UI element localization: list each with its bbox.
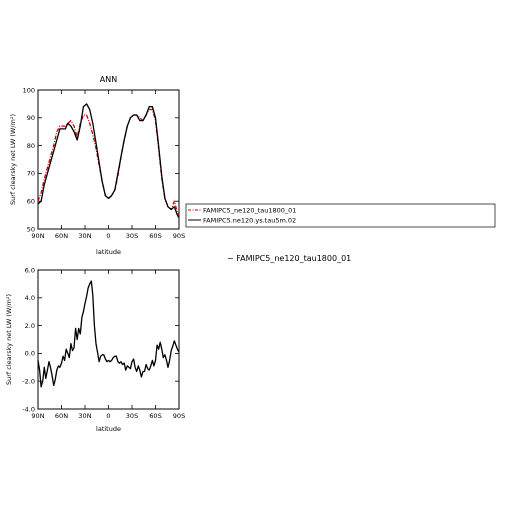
x-tick-label: 60S <box>149 412 161 420</box>
y-tick-label: 70 <box>27 170 35 178</box>
legend: FAMIPC5_ne120_tau1800_01 FAMIPC5.ne120.y… <box>185 203 496 228</box>
x-tick-label: 30S <box>126 232 138 240</box>
x-tick-label: 90N <box>31 412 44 420</box>
x-tick-label: 60N <box>55 232 68 240</box>
top-y-ticks: 50 60 70 80 90 100 <box>23 86 179 233</box>
series-line-1 <box>37 108 180 216</box>
chart-title: ANN <box>100 75 117 84</box>
y-tick-label: -2.0 <box>22 378 35 386</box>
x-tick-label: 30S <box>126 412 138 420</box>
y-tick-label: 0.0 <box>25 350 35 358</box>
x-tick-label: 30N <box>78 232 91 240</box>
top-plot-frame <box>37 89 180 230</box>
y-tick-label: 100 <box>23 86 35 94</box>
legend-entry-1: FAMIPC5_ne120_tau1800_01 <box>203 207 296 215</box>
y-tick-label: 90 <box>27 114 35 122</box>
x-tick-label: 60N <box>55 412 68 420</box>
x-tick-label: 0 <box>106 232 110 240</box>
top-x-axis-label: latitude <box>96 248 121 256</box>
top-y-axis-label: Surf clearsky net LW (W/m²) <box>9 114 17 205</box>
legend-entry-2: FAMIPC5.ne120.ys.tau5m.02 <box>203 217 296 225</box>
bottom-y-axis-label: Surf clearsky net LW (W/m²) <box>5 294 13 385</box>
bottom-plot-frame <box>37 269 180 410</box>
y-tick-label: -4.0 <box>22 405 35 413</box>
bottom-x-axis-label: latitude <box>96 425 121 433</box>
x-tick-label: 0 <box>106 412 110 420</box>
difference-label: − FAMIPC5_ne120_tau1800_01 <box>227 254 351 263</box>
x-tick-label: 90N <box>31 232 44 240</box>
bottom-panel: -4.0 -2.0 0.0 2.0 4.0 6.0 90N 60N 30N 0 30S 60S 90S… <box>5 266 185 433</box>
x-tick-label: 60S <box>149 232 161 240</box>
y-tick-label: 2.0 <box>25 322 35 330</box>
y-tick-label: 4.0 <box>25 294 35 302</box>
y-tick-label: 80 <box>27 142 35 150</box>
y-tick-label: 60 <box>27 198 35 206</box>
x-tick-label: 90S <box>173 232 185 240</box>
top-panel: ANN 50 60 70 80 90 100 90N 60N 30N 0 30S 60S 90S la… <box>9 75 185 256</box>
bottom-x-ticks: 90N 60N 30N 0 30S 60S 90S <box>31 270 185 420</box>
top-x-ticks: 90N 60N 30N 0 30S 60S 90S <box>31 90 185 240</box>
bottom-series-lines <box>37 280 180 388</box>
top-series-lines <box>37 103 180 219</box>
y-tick-label: 50 <box>27 225 35 233</box>
x-tick-label: 90S <box>173 412 185 420</box>
bottom-y-ticks: -4.0 -2.0 0.0 2.0 4.0 6.0 <box>22 266 179 413</box>
x-tick-label: 30N <box>78 412 91 420</box>
series-line-2 <box>37 103 180 219</box>
y-tick-label: 6.0 <box>25 266 35 274</box>
series-line-1 <box>37 280 180 388</box>
legend-frame <box>185 203 496 228</box>
